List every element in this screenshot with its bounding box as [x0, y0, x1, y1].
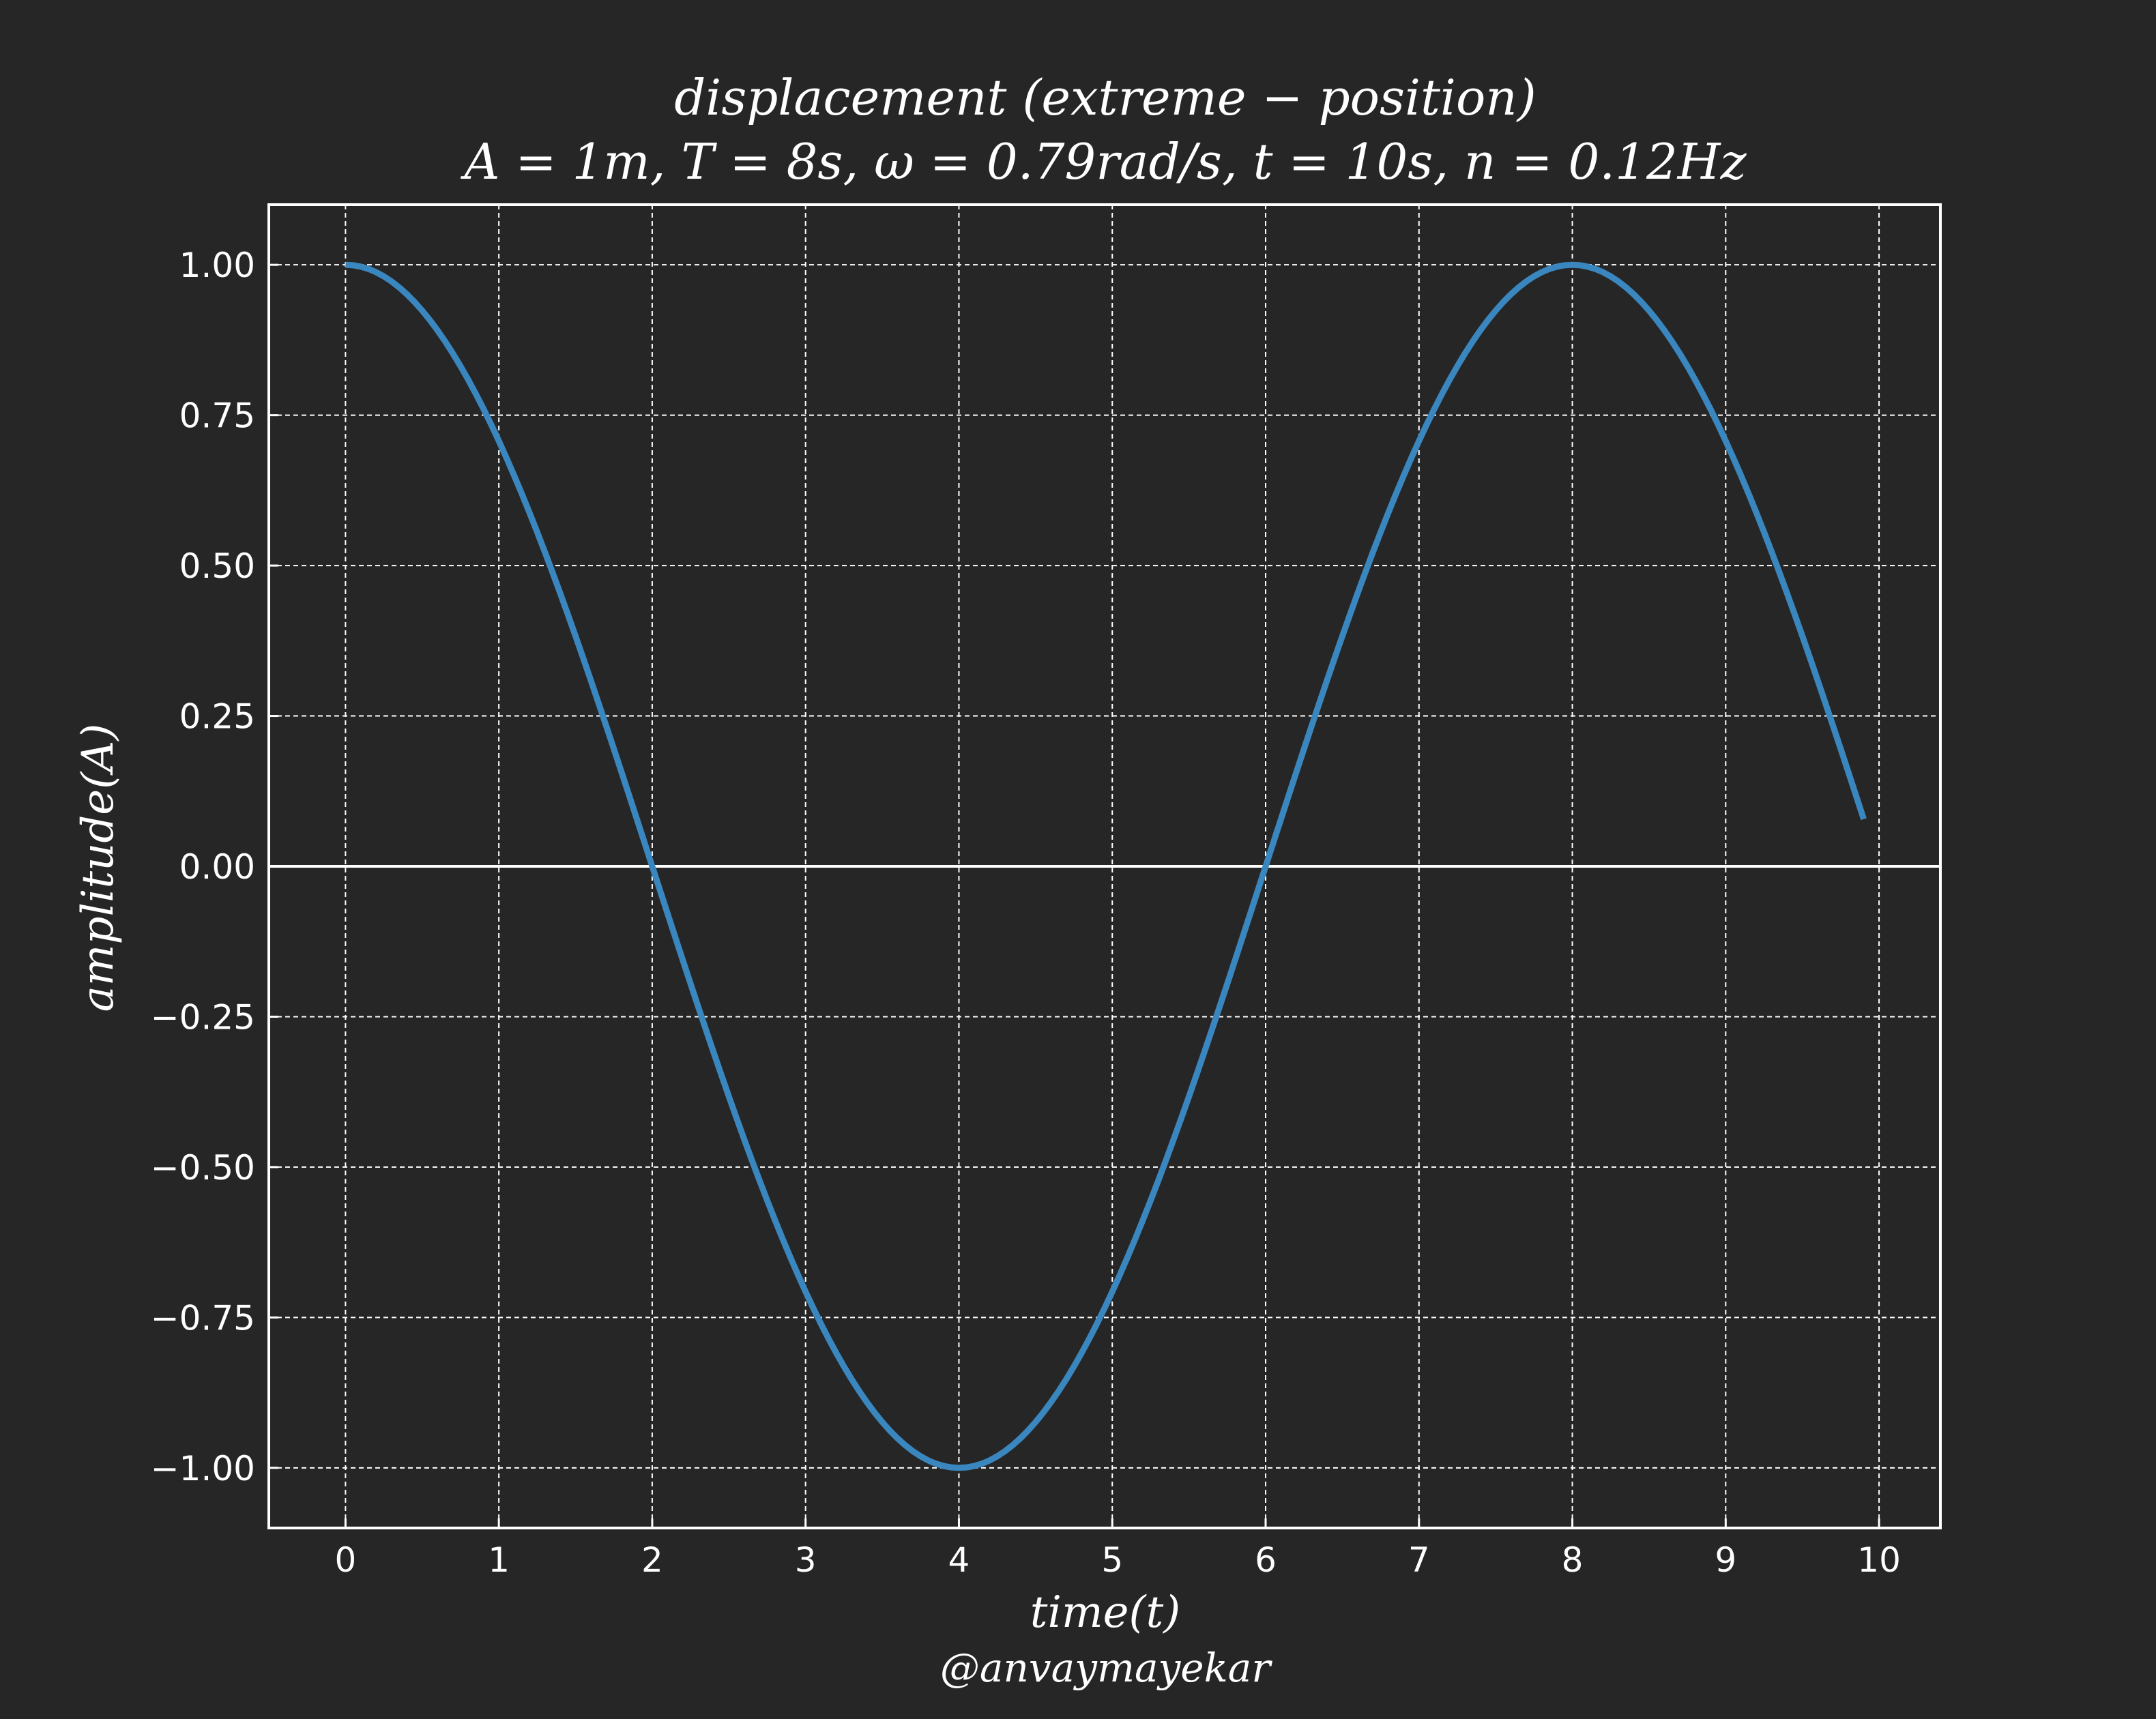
x-tick-label: 2 — [641, 1540, 663, 1580]
x-tick-label: 6 — [1255, 1540, 1277, 1580]
y-tick-label: −0.50 — [151, 1148, 255, 1188]
x-tick-label: 7 — [1408, 1540, 1430, 1580]
x-tick-label: 1 — [488, 1540, 510, 1580]
x-axis-label: time(t) — [1030, 1587, 1180, 1638]
y-axis-label: amplitude(A) — [73, 724, 123, 1012]
x-tick-labels: 0 1 2 3 4 5 6 7 8 9 10 — [334, 1518, 1901, 1580]
y-tick-label: 0.75 — [179, 396, 255, 436]
x-tick-label: 4 — [948, 1540, 970, 1580]
x-tick-label: 5 — [1101, 1540, 1123, 1580]
y-tick-label: −1.00 — [151, 1449, 255, 1488]
displacement-series-line — [345, 261, 1867, 1471]
x-tick-label: 0 — [334, 1540, 356, 1580]
y-tick-label: −0.25 — [151, 997, 255, 1037]
y-tick-label: −0.75 — [151, 1298, 255, 1338]
y-tick-label: 1.00 — [179, 246, 255, 285]
y-tick-label: 0.50 — [179, 546, 255, 586]
chart-title-line2: A = 1m, T = 8s, ω = 0.79rad/s, t = 10s, … — [460, 133, 1747, 190]
x-tick-label: 3 — [795, 1540, 817, 1580]
watermark: @anvaymayekar — [940, 1645, 1272, 1691]
x-tick-label: 9 — [1715, 1540, 1736, 1580]
chart-title-line1: displacement (extreme − position) — [674, 69, 1536, 126]
y-tick-label: 0.00 — [179, 847, 255, 887]
y-tick-labels: 1.00 0.75 0.50 0.25 0.00 −0.25 −0.50 −0.75 −1.00 — [151, 246, 278, 1488]
x-tick-label: 8 — [1562, 1540, 1584, 1580]
y-tick-label: 0.25 — [179, 697, 255, 737]
series-layer — [345, 261, 1867, 1471]
x-tick-label: 10 — [1857, 1540, 1901, 1580]
